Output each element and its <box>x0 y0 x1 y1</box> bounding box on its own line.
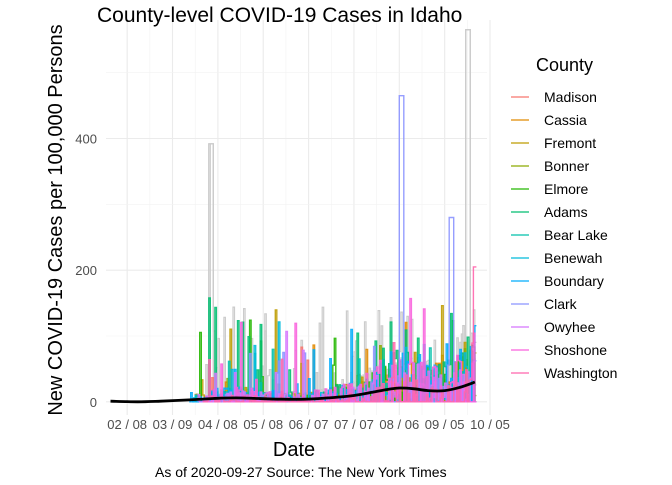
legend-label: Shoshone <box>544 342 607 358</box>
series-line-owyhee <box>197 330 477 403</box>
legend-label: Cassia <box>544 112 587 128</box>
x-tick-label: 07 / 07 <box>334 417 374 432</box>
y-tick-label: 400 <box>75 132 97 147</box>
series-line-other <box>217 29 477 403</box>
x-tick-label: 10 / 05 <box>470 417 510 432</box>
gridlines <box>106 20 491 415</box>
y-tick-label: 0 <box>90 395 97 410</box>
legend-label: Adams <box>544 204 588 220</box>
x-tick-label: 06 / 07 <box>289 417 329 432</box>
legend-label: Boundary <box>544 273 604 289</box>
legend-label: Benewah <box>544 250 602 266</box>
legend-label: Elmore <box>544 181 589 197</box>
legend-label: Owyhee <box>544 319 596 335</box>
legend-label: Madison <box>544 89 597 105</box>
y-axis-title: New COVID-19 Cases per 100,000 Persons <box>45 24 67 415</box>
legend-label: Fremont <box>544 135 596 151</box>
caption: As of 2020-09-27 Source: The New York Ti… <box>155 464 447 480</box>
x-tick-label: 02 / 08 <box>107 417 147 432</box>
legend-label: Bear Lake <box>544 227 608 243</box>
trend-line <box>110 380 476 404</box>
y-tick-label: 200 <box>75 263 97 278</box>
chart-title: County-level COVID-19 Cases in Idaho <box>97 4 462 27</box>
legend-label: Bonner <box>544 158 589 174</box>
legend-title: County <box>536 55 593 75</box>
trend-layer <box>110 380 476 404</box>
axis-labels: 02 / 08 03 / 09 04 / 08 05 / 08 06 / 07 07 / … <box>75 132 510 433</box>
x-tick-label: 09 / 05 <box>425 417 465 432</box>
x-tick-label: 08 / 06 <box>379 417 419 432</box>
x-axis-title: Date <box>273 439 315 461</box>
legend-label: Washington <box>544 365 617 381</box>
series-lines <box>189 29 477 403</box>
legend-label: Clark <box>544 296 578 312</box>
legend: County Madison Cassia Fremont Bonner Elmore Ad… <box>511 55 617 381</box>
x-tick-label: 05 / 08 <box>243 417 283 432</box>
x-tick-label: 04 / 08 <box>198 417 238 432</box>
x-tick-label: 03 / 09 <box>153 417 193 432</box>
